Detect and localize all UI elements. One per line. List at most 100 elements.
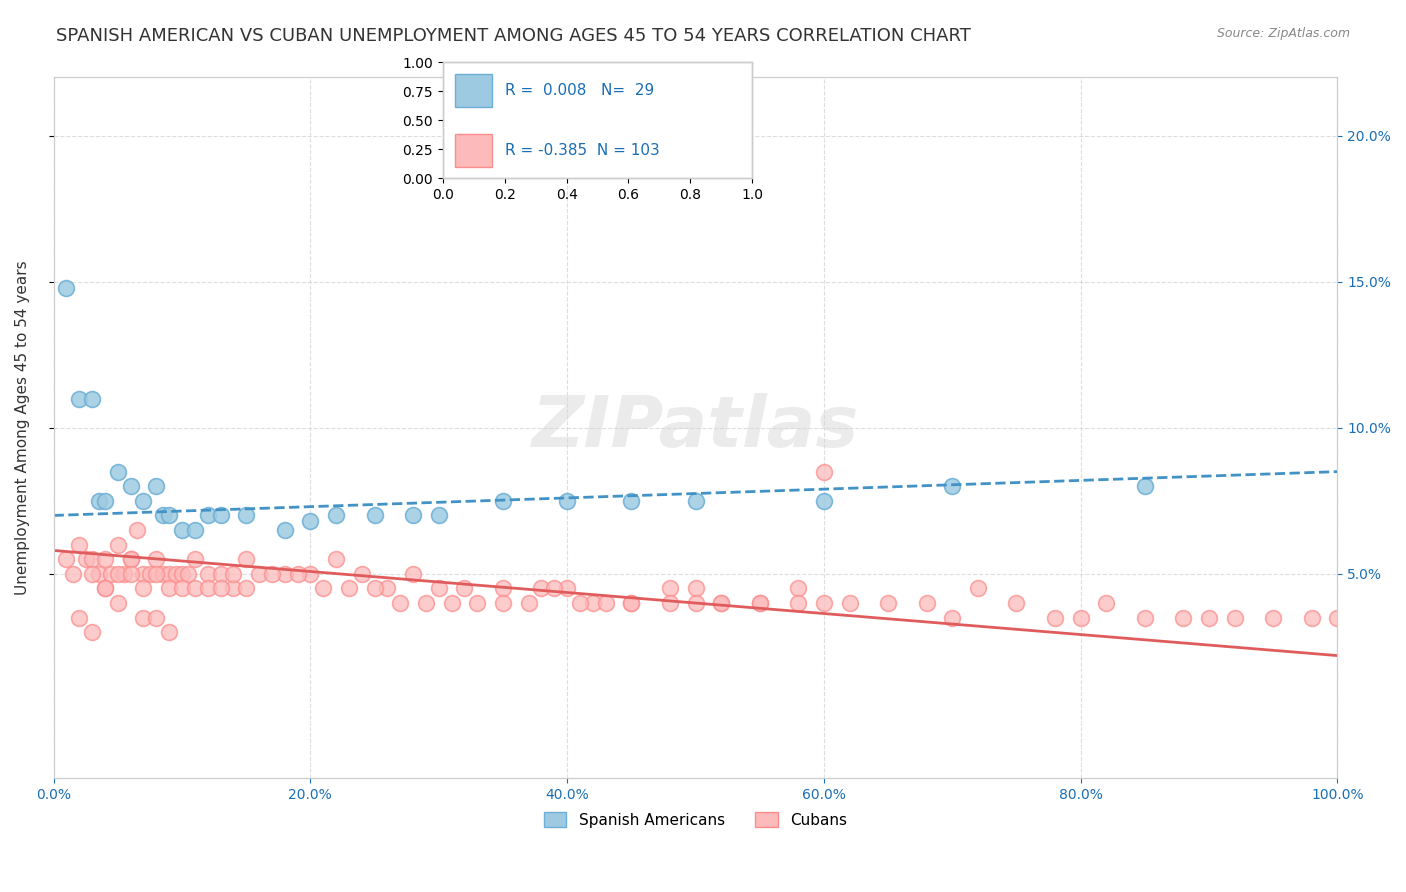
Point [197,508,219,523]
Point [125,523,148,537]
Point [427,582,450,596]
Point [112,566,135,581]
Point [235,582,257,596]
Point [209,566,232,581]
Point [132,566,155,581]
Point [1263,610,1285,624]
Point [197,582,219,596]
Point [465,596,488,610]
Y-axis label: Unemployment Among Ages 45 to 54 years: Unemployment Among Ages 45 to 54 years [15,260,30,595]
Point [312,582,335,596]
Point [787,582,810,596]
Point [145,479,167,493]
Point [813,596,835,610]
Point [582,596,605,610]
Point [748,596,770,610]
Point [197,566,219,581]
Point [235,508,257,523]
Point [1005,596,1028,610]
Point [555,493,578,508]
Text: ZIPatlas: ZIPatlas [531,393,859,462]
Point [260,566,283,581]
Point [787,596,810,610]
Point [685,493,707,508]
Point [67,392,90,406]
Point [152,508,174,523]
Point [132,582,155,596]
Point [1043,610,1066,624]
Point [685,596,707,610]
Point [402,508,425,523]
Point [620,596,643,610]
Point [658,582,681,596]
Point [82,392,104,406]
Point [287,566,309,581]
Point [363,582,385,596]
Point [710,596,733,610]
Point [877,596,900,610]
Point [838,596,860,610]
Point [1133,479,1156,493]
Point [235,552,257,566]
Point [325,552,347,566]
Point [184,523,207,537]
Point [87,566,110,581]
Point [1095,596,1118,610]
Text: SPANISH AMERICAN VS CUBAN UNEMPLOYMENT AMONG AGES 45 TO 54 YEARS CORRELATION CHA: SPANISH AMERICAN VS CUBAN UNEMPLOYMENT A… [56,27,972,45]
Point [350,566,373,581]
Point [132,493,155,508]
Point [170,523,193,537]
Point [543,582,565,596]
Point [1133,610,1156,624]
Point [82,552,104,566]
Point [94,552,117,566]
Point [170,566,193,581]
Point [170,582,193,596]
Point [427,508,450,523]
Point [620,596,643,610]
Point [82,625,104,640]
Point [157,582,180,596]
Point [222,582,245,596]
Point [402,566,425,581]
Point [967,582,990,596]
Point [157,566,180,581]
Point [748,596,770,610]
Point [177,566,200,581]
Point [120,479,142,493]
Point [139,566,162,581]
Point [915,596,938,610]
Point [87,493,110,508]
Point [94,582,117,596]
Point [415,596,437,610]
Point [273,566,295,581]
Point [1223,610,1246,624]
Point [492,596,515,610]
Point [453,582,475,596]
Point [325,508,347,523]
Point [1326,610,1348,624]
Point [120,566,142,581]
Point [132,610,155,624]
Point [247,566,270,581]
Point [658,596,681,610]
Point [100,566,122,581]
Point [710,596,733,610]
Point [389,596,412,610]
Point [120,552,142,566]
Point [299,514,322,528]
FancyBboxPatch shape [456,135,492,167]
Point [75,552,97,566]
Point [492,582,515,596]
Text: R = -0.385  N = 103: R = -0.385 N = 103 [505,143,659,158]
Point [222,566,245,581]
Point [517,596,540,610]
Point [94,582,117,596]
Point [440,596,463,610]
Point [377,582,399,596]
Point [157,508,180,523]
Point [813,493,835,508]
Point [120,552,142,566]
Point [941,479,963,493]
Point [67,538,90,552]
